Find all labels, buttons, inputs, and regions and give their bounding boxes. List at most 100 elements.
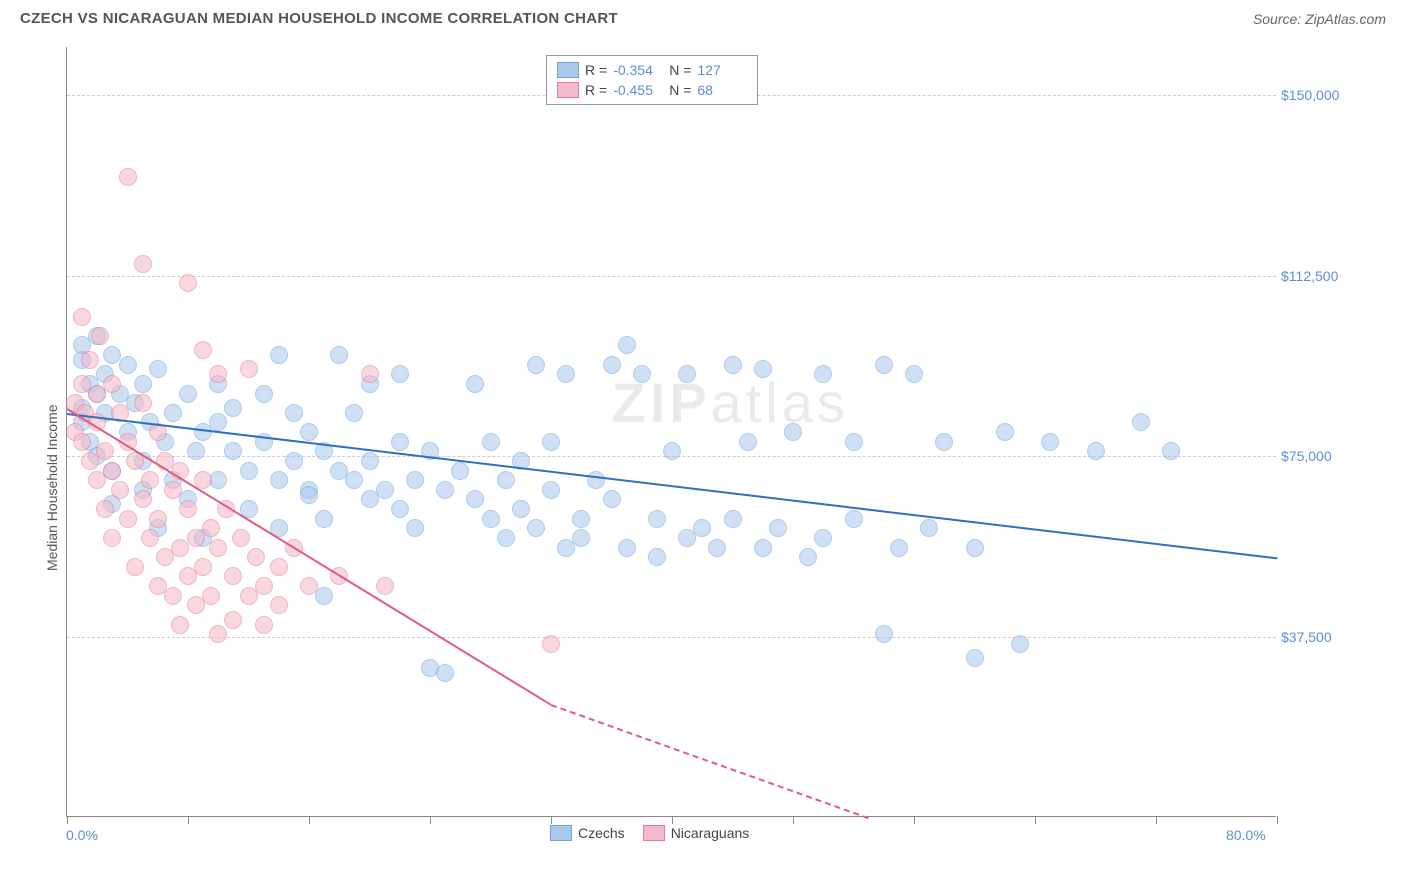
data-point: [119, 510, 137, 528]
data-point: [224, 611, 242, 629]
data-point: [164, 587, 182, 605]
data-point: [209, 625, 227, 643]
data-point: [603, 356, 621, 374]
data-point: [966, 539, 984, 557]
data-point: [920, 519, 938, 537]
x-tick: [672, 816, 673, 824]
data-point: [270, 558, 288, 576]
legend-swatch: [550, 825, 572, 841]
data-point: [406, 519, 424, 537]
data-point: [814, 365, 832, 383]
data-point: [648, 510, 666, 528]
data-point: [905, 365, 923, 383]
data-point: [224, 399, 242, 417]
data-point: [179, 385, 197, 403]
y-tick-label: $112,500: [1281, 268, 1361, 284]
data-point: [134, 255, 152, 273]
data-point: [1162, 442, 1180, 460]
data-point: [209, 413, 227, 431]
data-point: [224, 442, 242, 460]
data-point: [202, 587, 220, 605]
data-point: [845, 510, 863, 528]
stat-n-label: N =: [669, 82, 691, 98]
y-axis-title: Median Household Income: [44, 404, 60, 571]
data-point: [648, 548, 666, 566]
x-label-left: 0.0%: [66, 827, 98, 843]
data-point: [693, 519, 711, 537]
data-point: [572, 510, 590, 528]
source-label: Source: ZipAtlas.com: [1253, 11, 1386, 27]
data-point: [111, 481, 129, 499]
data-point: [270, 471, 288, 489]
data-point: [96, 500, 114, 518]
data-point: [678, 365, 696, 383]
data-point: [633, 365, 651, 383]
data-point: [406, 471, 424, 489]
data-point: [1087, 442, 1105, 460]
data-point: [255, 577, 273, 595]
stats-row: R = -0.455 N = 68: [557, 80, 747, 100]
data-point: [134, 375, 152, 393]
data-point: [300, 577, 318, 595]
legend-label: Nicaraguans: [671, 825, 750, 841]
stat-r-value: -0.455: [613, 82, 663, 98]
data-point: [542, 433, 560, 451]
data-point: [361, 452, 379, 470]
x-tick: [430, 816, 431, 824]
x-tick: [309, 816, 310, 824]
data-point: [391, 365, 409, 383]
data-point: [875, 625, 893, 643]
data-point: [799, 548, 817, 566]
data-point: [451, 462, 469, 480]
data-point: [466, 490, 484, 508]
data-point: [209, 365, 227, 383]
data-point: [618, 539, 636, 557]
legend-item: Nicaraguans: [643, 825, 750, 841]
data-point: [270, 596, 288, 614]
data-point: [935, 433, 953, 451]
data-point: [96, 442, 114, 460]
data-point: [240, 462, 258, 480]
x-tick: [1277, 816, 1278, 824]
data-point: [73, 308, 91, 326]
x-label-right: 80.0%: [1226, 827, 1266, 843]
data-point: [875, 356, 893, 374]
data-point: [73, 433, 91, 451]
data-point: [769, 519, 787, 537]
data-point: [1132, 413, 1150, 431]
stat-r-label: R =: [585, 62, 607, 78]
data-point: [232, 529, 250, 547]
data-point: [103, 375, 121, 393]
data-point: [482, 510, 500, 528]
x-tick: [1035, 816, 1036, 824]
data-point: [996, 423, 1014, 441]
data-point: [187, 442, 205, 460]
data-point: [149, 510, 167, 528]
data-point: [164, 481, 182, 499]
data-point: [966, 649, 984, 667]
data-point: [376, 481, 394, 499]
y-tick-label: $37,500: [1281, 629, 1361, 645]
gridline: [67, 637, 1276, 638]
data-point: [134, 394, 152, 412]
data-point: [345, 404, 363, 422]
data-point: [240, 360, 258, 378]
gridline: [67, 276, 1276, 277]
data-point: [497, 529, 515, 547]
data-point: [724, 510, 742, 528]
stat-n-label: N =: [669, 62, 691, 78]
data-point: [103, 462, 121, 480]
data-point: [194, 341, 212, 359]
data-point: [141, 471, 159, 489]
data-point: [300, 486, 318, 504]
data-point: [572, 529, 590, 547]
data-point: [739, 433, 757, 451]
data-point: [557, 365, 575, 383]
data-point: [149, 360, 167, 378]
data-point: [512, 500, 530, 518]
data-point: [618, 336, 636, 354]
plot-area: $37,500$75,000$112,500$150,000ZIPatlas: [66, 47, 1276, 817]
data-point: [391, 500, 409, 518]
data-point: [209, 539, 227, 557]
data-point: [1011, 635, 1029, 653]
